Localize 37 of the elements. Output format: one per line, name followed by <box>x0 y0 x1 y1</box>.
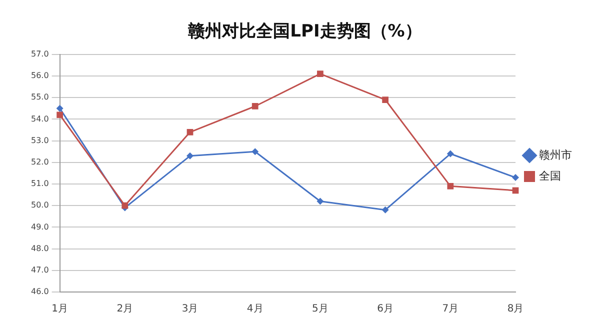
x-tick-label: 6月 <box>377 304 394 315</box>
point <box>446 150 454 158</box>
y-tick-label: 51.0 <box>31 179 49 188</box>
point <box>382 96 388 103</box>
y-tick-label: 53.0 <box>31 136 49 145</box>
point <box>56 112 63 118</box>
x-tick-label: 5月 <box>312 304 328 315</box>
point <box>186 128 194 136</box>
x-tick-label: 7月 <box>442 304 459 315</box>
y-tick-label: 47.0 <box>31 265 49 274</box>
y-tick-label: 49.0 <box>31 222 49 232</box>
x-tick-label: 1月 <box>52 304 68 315</box>
point <box>252 103 258 110</box>
point <box>186 152 194 160</box>
point <box>252 148 259 156</box>
y-tick-label: 48.0 <box>31 244 49 253</box>
point <box>512 174 519 182</box>
point <box>122 202 128 209</box>
y-tick-label: 55.0 <box>31 92 49 102</box>
y-tick-label: 52.0 <box>31 157 49 166</box>
legend-label: 赣州市 <box>539 148 572 162</box>
legend-label: 全国 <box>539 169 561 182</box>
point <box>56 104 64 112</box>
y-tick-label: 54.0 <box>31 114 49 124</box>
point <box>382 206 389 214</box>
y-tick-label: 57.0 <box>31 49 49 58</box>
x-tick-label: 4月 <box>246 304 264 315</box>
y-tick-label: 46.0 <box>31 287 49 296</box>
x-tick-label: 2月 <box>116 304 134 315</box>
point <box>316 198 324 205</box>
point <box>447 182 454 190</box>
y-tick-label: 56.0 <box>31 71 49 80</box>
x-tick-label: 8月 <box>507 304 524 315</box>
point <box>317 70 324 78</box>
x-tick-label: 3月 <box>182 304 198 315</box>
chart-title: 赣州对比全国LPI走势图（%） <box>187 22 422 42</box>
y-tick-label: 50.0 <box>31 200 49 210</box>
